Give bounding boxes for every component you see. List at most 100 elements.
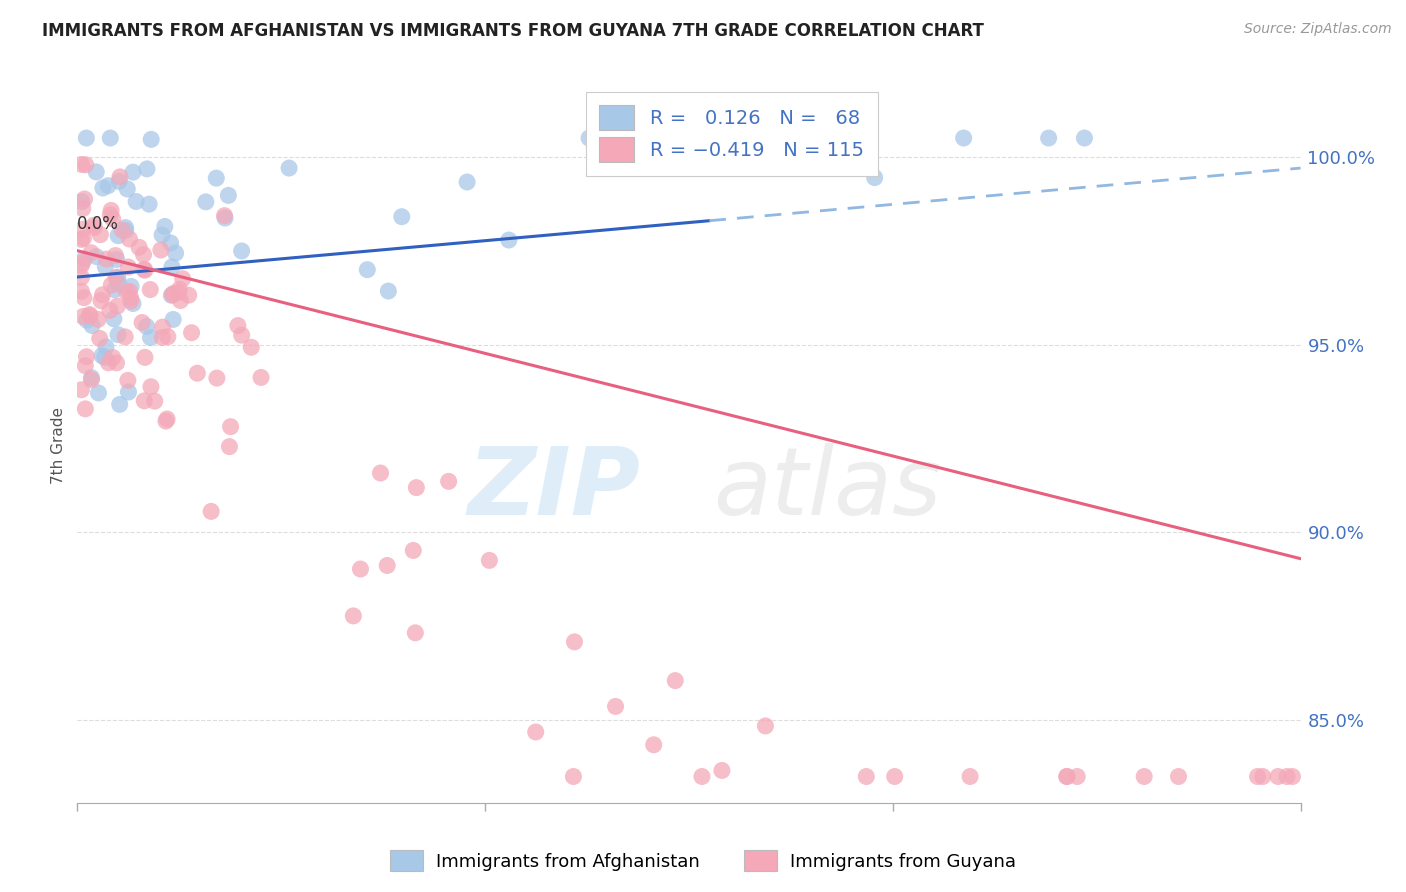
Point [84,165,107,179]
Point [200,504,222,518]
Point [117,373,139,387]
Point [231,328,253,343]
Point [105,252,128,267]
Point [134,351,156,365]
Point [101,351,124,365]
Point [108,174,131,188]
Y-axis label: 7th Grade: 7th Grade [51,408,66,484]
Point [404,625,426,640]
Point [89,331,111,345]
Point [79,309,101,323]
Point [169,293,191,308]
Point [456,175,478,189]
Legend: Immigrants from Afghanistan, Immigrants from Guyana: Immigrants from Afghanistan, Immigrants … [384,843,1022,879]
Text: Source: ZipAtlas.com: Source: ZipAtlas.com [1244,22,1392,37]
Point [205,171,228,186]
Point [98,131,121,145]
Point [134,393,156,408]
Point [1066,770,1088,784]
Point [80,245,103,260]
Point [132,247,155,261]
Point [128,240,150,254]
Point [214,209,236,223]
Point [134,262,156,277]
Point [72,255,94,269]
Point [690,770,713,784]
Point [160,260,183,274]
Point [143,394,166,409]
Point [97,178,120,193]
Point [122,165,145,179]
Point [160,288,183,302]
Point [1133,770,1156,784]
Point [578,131,600,145]
Point [1251,770,1274,784]
Point [107,277,129,291]
Point [91,349,114,363]
Point [218,440,240,454]
Point [94,340,117,354]
Point [152,320,174,334]
Point [177,288,200,302]
Point [118,232,141,246]
Point [205,371,228,385]
Point [98,208,121,222]
Point [131,316,153,330]
Point [104,270,127,285]
Point [139,380,162,394]
Point [375,558,398,573]
Text: IMMIGRANTS FROM AFGHANISTAN VS IMMIGRANTS FROM GUYANA 7TH GRADE CORRELATION CHAR: IMMIGRANTS FROM AFGHANISTAN VS IMMIGRANT… [42,22,984,40]
Point [716,131,738,145]
Point [214,211,236,225]
Point [405,481,427,495]
Point [605,699,627,714]
Point [86,250,108,264]
Point [120,294,142,309]
Point [80,370,103,384]
Point [141,132,163,146]
Point [70,383,93,397]
Point [165,246,187,260]
Point [70,259,93,273]
Point [377,284,399,298]
Point [83,219,105,233]
Legend: R =   0.126   N =   68, R = −0.419   N = 115: R = 0.126 N = 68, R = −0.419 N = 115 [586,92,877,176]
Point [1038,131,1060,145]
Point [226,318,249,333]
Point [70,285,93,299]
Point [70,157,93,171]
Point [240,340,263,354]
Point [91,181,114,195]
Point [643,738,665,752]
Point [75,401,97,416]
Point [72,222,94,236]
Point [1275,770,1298,784]
Point [75,350,97,364]
Text: atlas: atlas [713,443,942,534]
Point [114,223,136,237]
Point [498,233,520,247]
Point [80,373,103,387]
Point [139,330,162,344]
Point [96,252,118,267]
Point [111,223,134,237]
Point [679,131,702,145]
Point [135,319,157,334]
Point [863,170,886,185]
Point [167,285,190,300]
Point [155,414,177,428]
Point [162,287,184,301]
Point [136,161,159,176]
Point [107,299,129,313]
Point [117,384,139,399]
Point [108,169,131,184]
Point [75,158,97,172]
Point [94,260,117,274]
Point [98,303,121,318]
Point [108,397,131,411]
Point [391,210,413,224]
Point [103,311,125,326]
Point [90,293,112,308]
Point [87,312,110,326]
Point [217,188,239,202]
